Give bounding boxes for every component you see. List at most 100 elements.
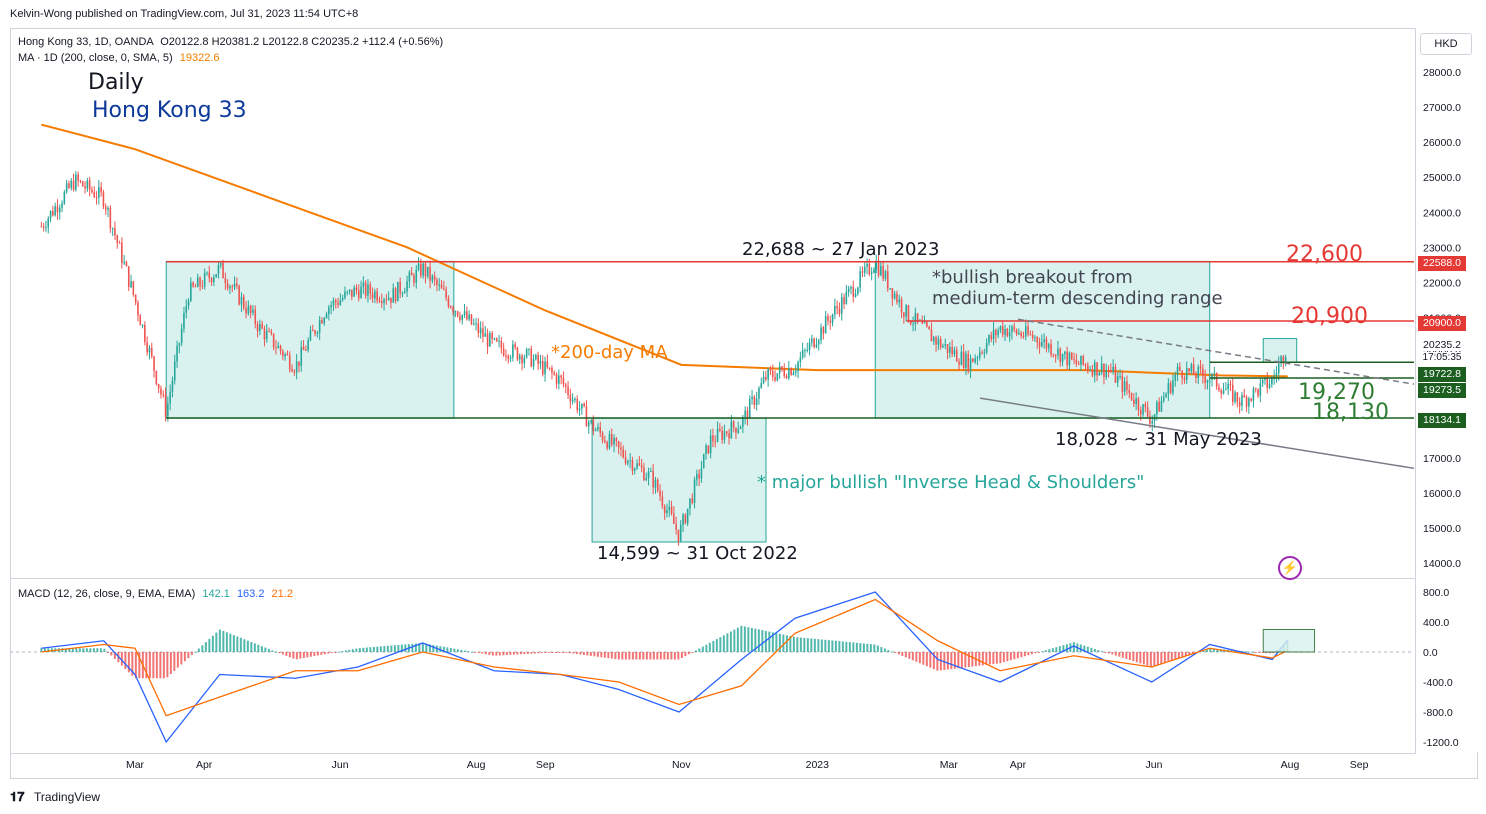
macd-histogram-bar xyxy=(761,630,764,652)
candle-body xyxy=(762,376,765,384)
lightning-icon[interactable]: ⚡ xyxy=(1278,556,1302,580)
level-22600-label: 22,600 xyxy=(1286,242,1363,267)
candle-body xyxy=(1229,384,1232,386)
candle-body xyxy=(332,300,335,306)
candle-body xyxy=(1068,352,1071,366)
macd-histogram-bar xyxy=(253,643,256,652)
candle-body xyxy=(1091,369,1094,376)
candle-body xyxy=(739,426,742,430)
currency-button[interactable]: HKD xyxy=(1420,33,1472,55)
candle-body xyxy=(420,263,422,276)
macd-histogram-bar xyxy=(1023,652,1026,657)
candle-body xyxy=(183,312,185,329)
candle-body xyxy=(208,272,211,279)
macd-histogram-bar xyxy=(1149,652,1152,667)
descending-support-line xyxy=(979,397,1415,470)
candle-body xyxy=(1112,366,1114,372)
candle-body xyxy=(1077,363,1080,365)
candle-body xyxy=(783,369,786,377)
macd-histogram-bar xyxy=(1016,652,1019,659)
macd-histogram-bar xyxy=(572,652,575,654)
candle-body xyxy=(201,285,204,287)
candle-body xyxy=(1181,370,1183,379)
macd-histogram-bar xyxy=(575,652,578,655)
macd-histogram-bar xyxy=(957,652,960,669)
candle-body xyxy=(1149,416,1151,424)
candle-body xyxy=(516,347,519,360)
macd-histogram-bar xyxy=(166,652,169,678)
macd-histogram-bar xyxy=(358,648,361,652)
candle-body xyxy=(567,386,569,395)
candle-body xyxy=(880,266,882,276)
macd-histogram-bar xyxy=(250,642,253,652)
candle-body xyxy=(1151,421,1154,424)
candle-body xyxy=(387,297,390,300)
candle-body xyxy=(173,361,176,381)
macd-histogram-bar xyxy=(456,649,459,652)
macd-histogram-bar xyxy=(1002,652,1005,663)
macd-histogram-bar xyxy=(1034,652,1037,654)
candle-body xyxy=(615,437,618,442)
candle-body xyxy=(896,293,898,303)
macd-histogram-bar xyxy=(1097,650,1100,652)
macd-histogram-bar xyxy=(260,646,263,652)
candle-body xyxy=(84,186,86,189)
candle-body xyxy=(601,432,604,441)
price-axis-tick: 24000.0 xyxy=(1423,207,1461,219)
candle-body xyxy=(1011,326,1013,333)
candle-body xyxy=(1204,376,1206,383)
macd-histogram-bar xyxy=(946,652,949,670)
macd-histogram-bar xyxy=(103,648,106,652)
macd-histogram-bar xyxy=(376,646,379,652)
candle-body xyxy=(693,479,696,503)
candle-body xyxy=(698,473,700,479)
candle-body xyxy=(1241,395,1243,406)
macd-histogram-bar xyxy=(1006,652,1009,662)
macd-histogram-bar xyxy=(799,637,802,652)
macd-histogram-bar xyxy=(537,652,540,654)
price-tag-20900: 20900.0 xyxy=(1418,316,1466,331)
macd-histogram-bar xyxy=(470,651,473,653)
macd-histogram-bar xyxy=(232,635,235,652)
macd-histogram-bar xyxy=(642,652,645,660)
macd-histogram-bar xyxy=(579,652,582,655)
candle-body xyxy=(939,338,942,348)
candle-body xyxy=(249,305,252,313)
candle-body xyxy=(392,288,395,303)
candle-body xyxy=(127,266,130,287)
head-box xyxy=(591,417,767,543)
candle-body xyxy=(270,331,273,334)
candle-body xyxy=(1259,383,1262,396)
candle-body xyxy=(974,358,976,363)
candle-body xyxy=(334,300,337,303)
candle-body xyxy=(905,305,907,317)
macd-histogram-bar xyxy=(85,648,88,652)
candle-body xyxy=(275,347,277,349)
macd-histogram-bar xyxy=(516,652,519,655)
candle-body xyxy=(521,355,523,364)
candle-body xyxy=(440,284,443,289)
candle-body xyxy=(121,242,123,264)
candle-body xyxy=(1211,374,1213,380)
macd-histogram-bar xyxy=(355,648,358,652)
breakout-box xyxy=(1262,338,1298,363)
macd-histogram-bar xyxy=(624,652,627,660)
candle-body xyxy=(765,376,767,380)
candle-body xyxy=(1250,398,1252,401)
candle-body xyxy=(613,437,615,445)
candle-body xyxy=(942,345,944,348)
candle-body xyxy=(953,349,956,355)
candle-body xyxy=(815,344,818,348)
macd-histogram-bar xyxy=(1160,652,1163,664)
candle-body xyxy=(1001,326,1004,335)
candle-body xyxy=(1133,399,1135,405)
macd-axis-tick: 800.0 xyxy=(1423,587,1449,599)
macd-histogram-bar xyxy=(554,652,557,653)
candle-body xyxy=(49,211,52,219)
macd-histogram-bar xyxy=(208,638,211,652)
macd-histogram-bar xyxy=(771,632,774,652)
candle-body xyxy=(781,366,783,370)
candle-body xyxy=(746,410,749,419)
macd-histogram-bar xyxy=(418,643,421,652)
